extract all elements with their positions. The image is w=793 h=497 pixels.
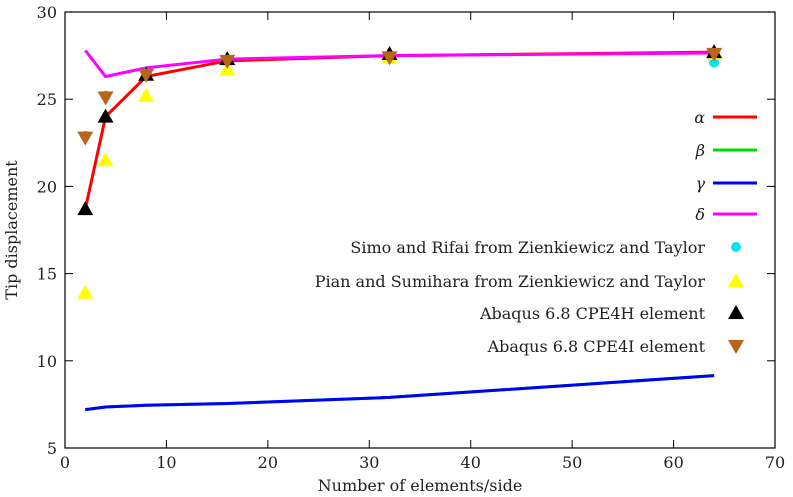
series-7: [77, 47, 723, 146]
legend-label: β: [695, 141, 705, 160]
legend-label: Abaqus 6.8 CPE4H element: [479, 304, 706, 323]
x-tick-label: 10: [156, 453, 176, 472]
x-tick-label: 60: [663, 453, 683, 472]
series-0: [83, 50, 715, 210]
y-tick-label: 5: [47, 439, 57, 458]
legend-label: Simo and Rifai from Zienkiewicz and Tayl…: [350, 238, 705, 257]
y-axis-label: Tip displacement: [2, 160, 21, 300]
legend-swatch: [728, 305, 744, 319]
y-tick-label: 30: [37, 3, 57, 22]
data-point: [138, 87, 155, 102]
data-point: [709, 57, 720, 68]
legend-swatch: [728, 340, 744, 354]
legend-swatch: [731, 242, 741, 252]
data-point: [77, 131, 94, 146]
x-tick-label: 70: [765, 453, 785, 472]
legend-swatch: [728, 273, 744, 287]
data-point: [77, 284, 94, 299]
y-tick-label: 10: [37, 352, 57, 371]
x-tick-label: 40: [461, 453, 481, 472]
series-5: [77, 45, 723, 299]
data-point: [97, 108, 114, 123]
legend-label: γ: [695, 174, 705, 193]
y-tick-label: 15: [37, 265, 57, 284]
y-tick-label: 25: [37, 90, 57, 109]
data-point: [138, 68, 155, 83]
series-3: [84, 49, 715, 79]
y-tick-label: 20: [37, 177, 57, 196]
series-line: [84, 49, 715, 79]
x-tick-label: 50: [562, 453, 582, 472]
series-line: [83, 50, 715, 210]
data-point: [219, 54, 236, 69]
series-line: [85, 374, 715, 412]
data-point: [97, 152, 114, 167]
legend-label: δ: [695, 205, 705, 224]
x-tick-label: 0: [60, 453, 70, 472]
legend-label: Pian and Sumihara from Zienkiewicz and T…: [315, 272, 706, 291]
data-point: [97, 91, 114, 106]
legend-label: α: [694, 108, 705, 127]
data-point: [77, 201, 94, 216]
x-axis-label: Number of elements/side: [318, 476, 523, 495]
x-tick-label: 30: [359, 453, 379, 472]
series-2: [85, 374, 715, 412]
legend-label: Abaqus 6.8 CPE4I element: [487, 337, 706, 356]
data-point: [706, 47, 723, 62]
plot-frame: [64, 11, 776, 449]
data-point: [381, 51, 398, 66]
x-tick-label: 20: [258, 453, 278, 472]
